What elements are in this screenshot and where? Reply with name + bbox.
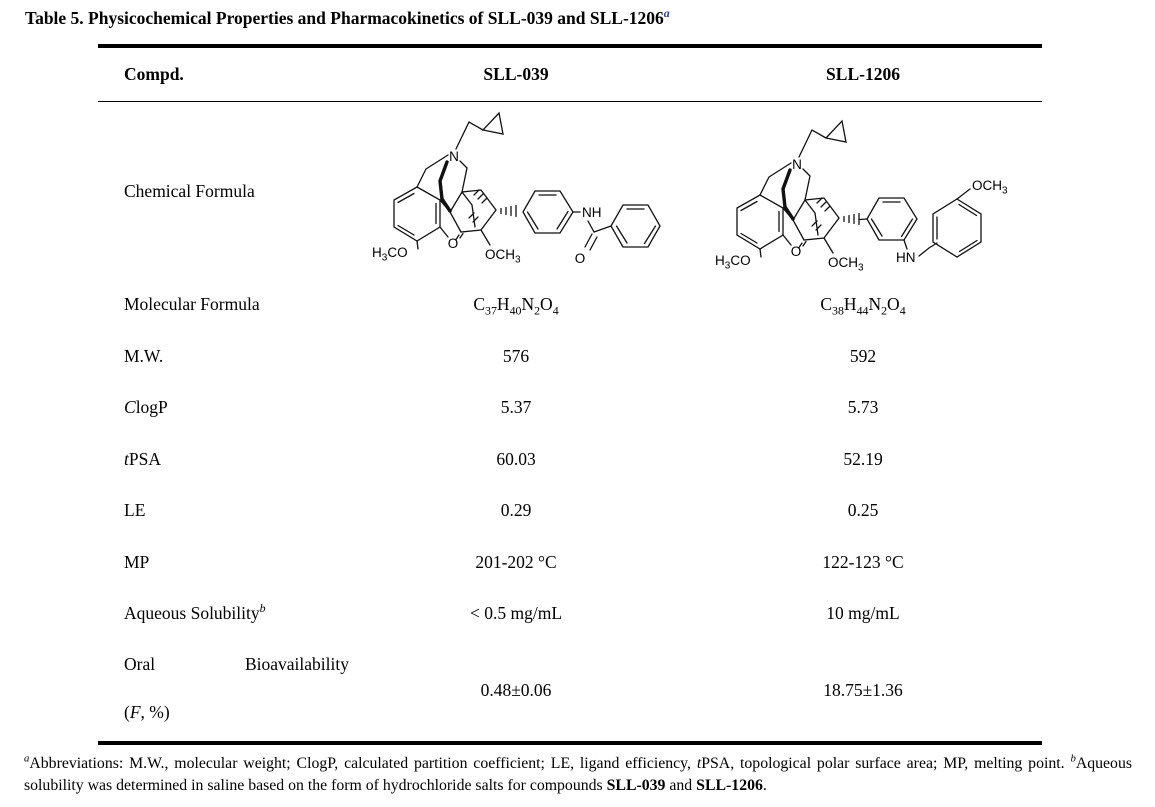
value-sll039: 576	[502, 345, 530, 366]
row-label: tPSA	[124, 448, 161, 469]
row-label: LE	[124, 500, 146, 521]
value-sll1206: 5.73	[847, 397, 879, 418]
header-sll039: SLL-039	[483, 63, 549, 84]
atom-label-nh: NH	[582, 205, 602, 220]
row-label: Chemical Formula	[124, 180, 255, 201]
table-footnote: aAbbreviations: M.W., molecular weight; …	[24, 752, 1132, 795]
row-ligand-efficiency: LE 0.29 0.25	[98, 485, 1042, 537]
value-sll039: 0.29	[500, 500, 532, 521]
table-rule-top	[98, 44, 1042, 48]
header-sll1206: SLL-1206	[826, 63, 900, 84]
row-label-line1: Oral Bioavailability	[124, 654, 349, 675]
atom-label-hn: HN	[896, 250, 916, 265]
row-oral-bioavailability: Oral Bioavailability (F, %) 0.48±0.06 18…	[98, 640, 1042, 741]
row-tpsa: tPSA 60.03 52.19	[98, 434, 1042, 486]
value-sll1206: 0.25	[847, 500, 879, 521]
row-label: Molecular Formula	[124, 294, 260, 315]
value-sll039: < 0.5 mg/mL	[469, 603, 563, 624]
row-aqueous-solubility: Aqueous Solubilityb < 0.5 mg/mL 10 mg/mL	[98, 588, 1042, 640]
row-label: ClogP	[124, 397, 168, 418]
sll039-benzamide-bonds	[522, 190, 661, 251]
sll-1206-structure: HN OCH3	[713, 119, 1008, 276]
header-compound: Compd.	[124, 63, 184, 84]
structure-cell-sll1206: HN OCH3	[684, 102, 1042, 280]
row-label-line2: (F, %)	[124, 701, 170, 722]
row-chemical-formula: Chemical Formula	[98, 102, 1042, 279]
row-label: MP	[124, 551, 150, 572]
atom-label-pmb-och3: OCH3	[972, 178, 1008, 197]
row-label: M.W.	[124, 345, 164, 366]
row-clogp: ClogP 5.37 5.73	[98, 382, 1042, 434]
properties-table: Compd. SLL-039 SLL-1206 Chemical Formula	[98, 44, 1042, 745]
atom-label-carbonyl-o: O	[575, 251, 586, 266]
structure-cell-sll039: N H3CO O OCH3	[348, 102, 684, 280]
row-melting-point: MP 201-202 °C 122-123 °C	[98, 537, 1042, 589]
value-sll1206: C38H44N2O4	[820, 294, 906, 318]
row-label: Oral Bioavailability (F, %)	[98, 640, 349, 741]
sll1206-pmb-amine-bonds	[859, 188, 982, 258]
label-word-oral: Oral	[124, 653, 156, 674]
row-molecular-weight: M.W. 576 592	[98, 331, 1042, 383]
value-sll039: 0.48±0.06	[480, 679, 552, 700]
value-sll039: C37H40N2O4	[473, 294, 559, 318]
table-title: Table 5. Physicochemical Properties and …	[25, 6, 670, 28]
sll-039-structure: N H3CO O OCH3	[370, 111, 661, 268]
value-sll1206: 122-123 °C	[822, 551, 904, 572]
value-sll039: 5.37	[500, 397, 532, 418]
value-sll1206: 18.75±1.36	[823, 679, 903, 700]
value-sll039: 60.03	[496, 448, 536, 469]
value-sll1206: 52.19	[843, 448, 883, 469]
table-rule-header	[98, 100, 1042, 103]
table-header-row: Compd. SLL-039 SLL-1206	[98, 48, 1042, 101]
value-sll1206: 10 mg/mL	[826, 603, 900, 624]
value-sll039: 201-202 °C	[475, 551, 557, 572]
value-sll1206: 592	[849, 345, 877, 366]
table-rule-bottom	[98, 740, 1042, 745]
row-molecular-formula: Molecular Formula C37H40N2O4 C38H44N2O4	[98, 279, 1042, 331]
row-label: Aqueous Solubilityb	[124, 601, 266, 624]
label-word-bioavailability: Bioavailability	[244, 653, 349, 674]
